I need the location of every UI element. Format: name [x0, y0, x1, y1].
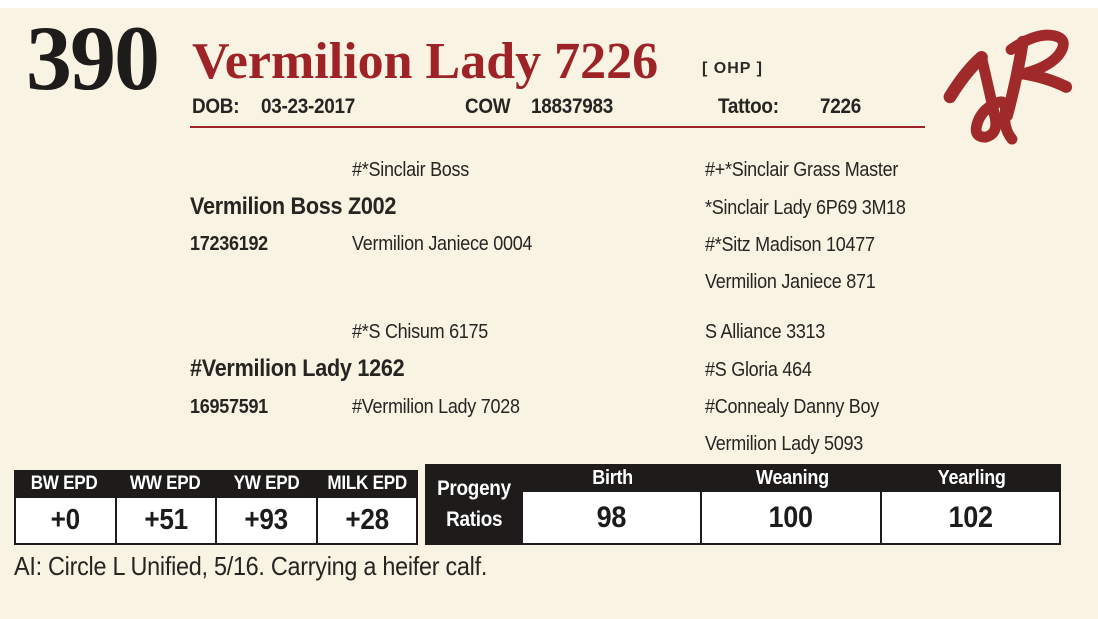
progeny-value-cell: 100: [700, 492, 879, 543]
epd-value-cell: +51: [114, 498, 216, 543]
dam-grandsire: #*S Chisum 6175: [352, 321, 489, 343]
dam-name: #Vermilion Lady 1262: [190, 355, 405, 382]
progeny-header-cell: Weaning: [755, 466, 829, 489]
progeny-table-header-row: Birth Weaning Yearling: [523, 464, 1061, 492]
epd-table: BW EPD WW EPD YW EPD MILK EPD +0 +51 +93…: [14, 470, 418, 545]
sire-ancestor-line: #+*Sinclair Grass Master: [705, 159, 899, 181]
epd-table-header-row: BW EPD WW EPD YW EPD MILK EPD: [14, 470, 418, 498]
sire-ancestor-line: Vermilion Janiece 871: [705, 271, 876, 293]
dam-ancestor-line: #S Gloria 464: [705, 359, 812, 381]
epd-header-cell: BW EPD: [31, 473, 98, 494]
ohp-designation: [ OHP ]: [702, 60, 763, 77]
lot-number: 390: [26, 7, 160, 109]
progeny-header-cell: Birth: [592, 466, 633, 489]
progeny-value-cell: 98: [596, 500, 627, 534]
sire-reg-number: 17236192: [190, 233, 268, 255]
dob-value: 03-23-2017: [261, 95, 355, 118]
header-divider-rule: [190, 126, 925, 128]
sire-name: Vermilion Boss Z002: [190, 193, 397, 220]
dam-reg-number: 16957591: [190, 396, 268, 418]
progeny-table-value-row: 98 100 102: [523, 492, 1061, 545]
progeny-header-cell: Yearling: [937, 466, 1006, 489]
epd-header-cell: MILK EPD: [327, 473, 408, 494]
page-top-edge: [0, 0, 1098, 8]
sire-ancestor-line: #*Sitz Madison 10477: [705, 234, 875, 256]
progeny-value-cell: 102: [879, 492, 1059, 543]
vermilion-ranch-brand-icon: [938, 20, 1086, 153]
sire-granddam: Vermilion Janiece 0004: [352, 233, 533, 255]
epd-value-cell: +93: [215, 498, 316, 543]
epd-header-cell: YW EPD: [233, 473, 300, 494]
progeny-ratios-label: Progeny Ratios: [425, 464, 523, 545]
registration-number: 18837983: [531, 95, 613, 118]
epd-table-value-row: +0 +51 +93 +28: [14, 498, 418, 545]
epd-value-cell: +28: [315, 498, 417, 543]
ai-breeding-note: AI: Circle L Unified, 5/16. Carrying a h…: [14, 551, 488, 581]
sire-grandsire: #*Sinclair Boss: [352, 159, 470, 181]
dam-ancestor-line: S Alliance 3313: [705, 321, 826, 343]
dob-label: DOB:: [192, 95, 240, 118]
epd-header-cell: WW EPD: [130, 473, 201, 494]
epd-value-cell: +0: [50, 504, 80, 536]
dam-ancestor-line: #Connealy Danny Boy: [705, 396, 879, 418]
progeny-ratios-table: Progeny Ratios Birth Weaning Yearling 98…: [425, 464, 1061, 545]
sex-label: COW: [465, 95, 511, 118]
tattoo-value: 7226: [820, 95, 861, 118]
animal-name-title: Vermilion Lady 7226: [192, 33, 659, 90]
sire-ancestor-line: *Sinclair Lady 6P69 3M18: [705, 197, 906, 219]
dam-granddam: #Vermilion Lady 7028: [352, 396, 520, 418]
dam-ancestor-line: Vermilion Lady 5093: [705, 433, 863, 455]
tattoo-label: Tattoo:: [718, 95, 779, 118]
